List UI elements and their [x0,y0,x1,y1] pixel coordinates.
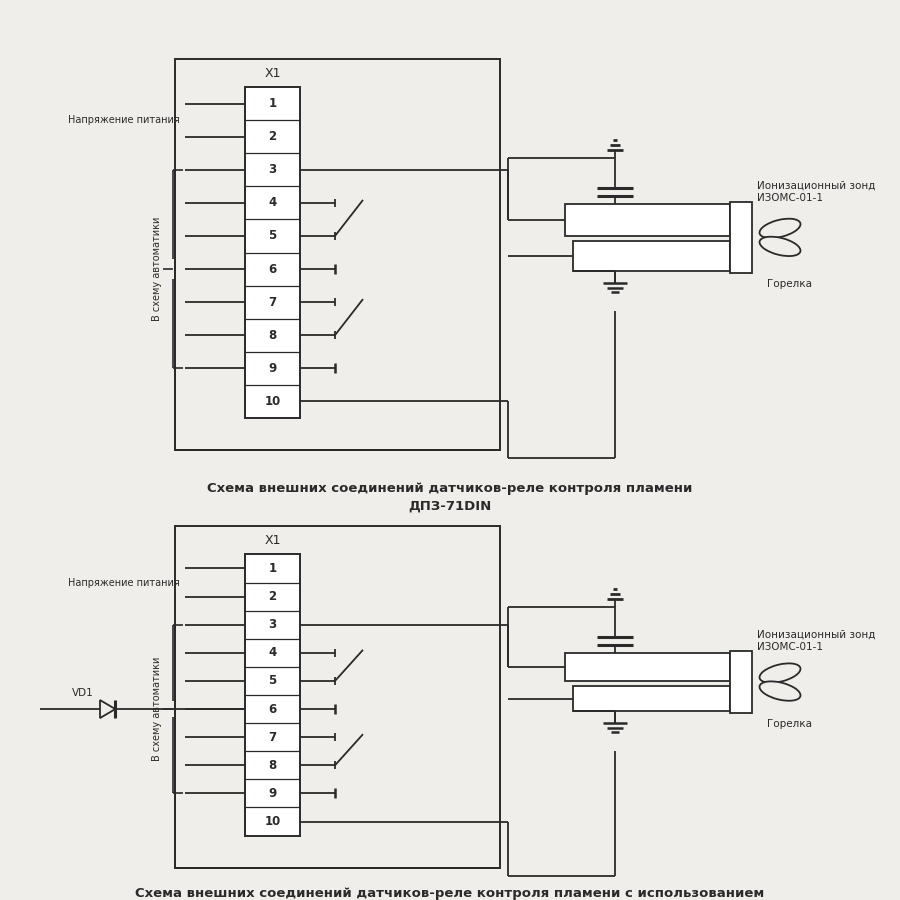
Text: Напряжение питания: Напряжение питания [68,578,180,588]
Text: 5: 5 [268,674,276,688]
Bar [573,686,730,711]
Text: 2: 2 [268,130,276,143]
Text: Схема внешних соединений датчиков-реле контроля пламени с использованием: Схема внешних соединений датчиков-реле к… [135,887,765,900]
Text: ИЗОМС-01-1: ИЗОМС-01-1 [757,642,823,652]
Text: 7: 7 [268,731,276,743]
Text: 1: 1 [268,97,276,110]
Text: Ионизационный зонд: Ионизационный зонд [757,630,876,640]
Text: 1: 1 [268,562,276,575]
Ellipse shape [760,237,800,256]
Bar [565,203,730,237]
Text: В схему автоматики: В схему автоматики [152,217,162,321]
Text: 3: 3 [268,164,276,176]
Text: В схему автоматики: В схему автоматики [152,657,162,761]
Bar [730,202,752,274]
Polygon shape [100,700,115,718]
Text: Горелка: Горелка [767,719,812,729]
Bar [245,554,300,835]
Text: 5: 5 [268,230,276,242]
Text: Напряжение питания: Напряжение питания [68,115,180,125]
Text: Ионизационный зонд: Ионизационный зонд [757,181,876,191]
Text: 4: 4 [268,196,276,210]
Text: 7: 7 [268,295,276,309]
Text: 2: 2 [268,590,276,603]
Bar [565,652,730,681]
Text: Горелка: Горелка [767,279,812,289]
Text: VD1: VD1 [72,688,94,698]
Bar [175,59,500,450]
Text: X1: X1 [265,67,281,80]
Text: X1: X1 [265,534,281,547]
Text: 6: 6 [268,263,276,275]
Text: 6: 6 [268,703,276,716]
Text: 4: 4 [268,646,276,660]
Ellipse shape [760,219,800,238]
Text: 3: 3 [268,618,276,631]
Text: 10: 10 [265,815,281,828]
Text: ДПЗ-71DIN: ДПЗ-71DIN [409,500,491,513]
Text: Схема внешних соединений датчиков-реле контроля пламени: Схема внешних соединений датчиков-реле к… [207,482,693,495]
Bar [175,526,500,868]
Text: 8: 8 [268,759,276,772]
Ellipse shape [760,663,800,683]
Bar [730,651,752,713]
Bar [573,241,730,271]
Text: 9: 9 [268,362,276,374]
Text: 8: 8 [268,328,276,342]
Text: 9: 9 [268,787,276,800]
Text: ИЗОМС-01-1: ИЗОМС-01-1 [757,193,823,202]
Text: 10: 10 [265,395,281,408]
Ellipse shape [760,681,800,701]
Bar [245,87,300,418]
